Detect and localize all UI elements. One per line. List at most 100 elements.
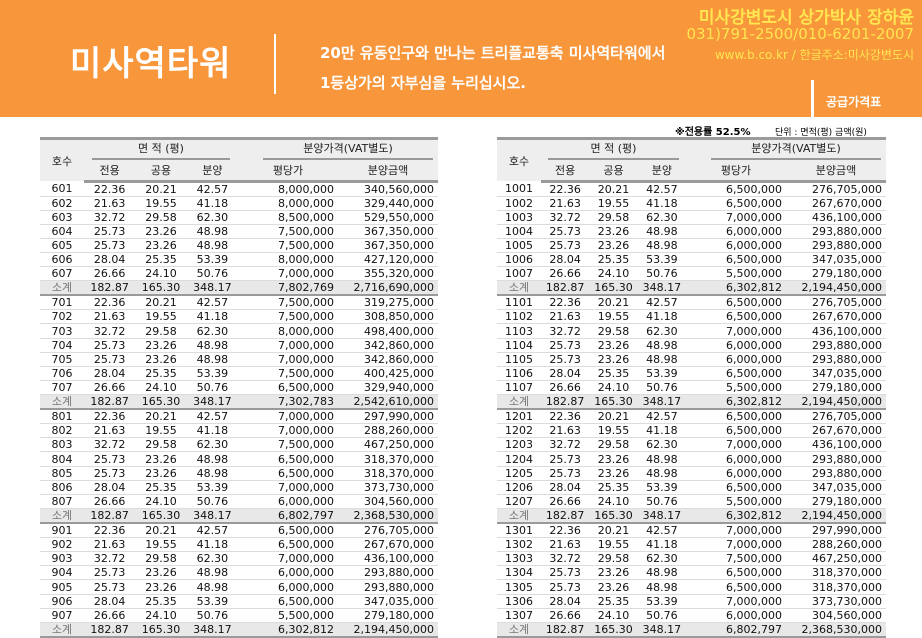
common-area: 29.58 xyxy=(135,437,187,453)
unit-number: 605 xyxy=(40,238,84,254)
common-area: 19.55 xyxy=(135,309,187,325)
slogan-line-1: 20만 유동인구와 만나는 트리플교통축 미사역타워에서 xyxy=(320,44,666,62)
unit-number: 1301 xyxy=(497,523,541,539)
unit-number: 905 xyxy=(40,579,84,595)
sale-area: 48.98 xyxy=(637,238,686,254)
sale-amount: 267,670,000 xyxy=(786,196,886,211)
subtotal-sale-area: 348.17 xyxy=(637,280,686,297)
sale-amount: 342,860,000 xyxy=(338,352,438,367)
price-per-pyeong: 6,500,000 xyxy=(238,594,338,609)
common-area: 23.26 xyxy=(135,451,187,467)
common-area: 19.55 xyxy=(589,537,638,553)
price-per-pyeong: 8,000,000 xyxy=(238,181,338,197)
common-area: 23.26 xyxy=(589,338,638,353)
unit-number: 803 xyxy=(40,437,84,453)
sale-amount: 436,100,000 xyxy=(338,551,438,567)
unit-number: 906 xyxy=(40,594,84,609)
table-row: 1101 22.36 20.21 42.57 6,500,000 276,705… xyxy=(497,295,886,311)
price-per-pyeong: 7,500,000 xyxy=(686,551,786,567)
price-per-pyeong: 6,000,000 xyxy=(238,494,338,510)
exclusive-area: 22.36 xyxy=(541,409,590,425)
unit-number: 1206 xyxy=(497,480,541,495)
common-area: 24.10 xyxy=(589,608,638,623)
sale-amount: 279,180,000 xyxy=(786,380,886,396)
common-area: 29.58 xyxy=(589,210,638,225)
common-area: 24.10 xyxy=(135,608,187,623)
exclusive-area: 28.04 xyxy=(84,594,136,609)
table-row: 1306 28.04 25.35 53.39 7,000,000 373,730… xyxy=(497,594,886,609)
common-area: 23.26 xyxy=(589,579,638,595)
common-area: 20.21 xyxy=(135,181,187,197)
price-per-pyeong: 6,500,000 xyxy=(238,523,338,539)
unit-note: 단위 : 면적(평) 금액(원) xyxy=(775,128,867,138)
price-per-pyeong: 7,000,000 xyxy=(238,352,338,367)
exclusive-area: 26.66 xyxy=(541,266,590,282)
exclusive-area: 25.73 xyxy=(541,579,590,595)
sale-amount: 297,990,000 xyxy=(338,409,438,425)
table-row: 907 26.66 24.10 50.76 5,500,000 279,180,… xyxy=(40,608,438,623)
common-area: 23.26 xyxy=(589,238,638,254)
sale-area: 42.57 xyxy=(637,181,686,197)
sale-amount: 297,990,000 xyxy=(786,523,886,539)
subtotal-sale-area: 348.17 xyxy=(186,508,238,524)
unit-number: 1304 xyxy=(497,565,541,581)
sale-amount: 367,350,000 xyxy=(338,224,438,239)
sale-area: 48.98 xyxy=(186,466,238,481)
table-row: 1307 26.66 24.10 50.76 6,000,000 304,560… xyxy=(497,608,886,623)
subtotal-row: 소계 182.87 165.30 348.17 6,302,812 2,194,… xyxy=(40,622,438,638)
common-area: 20.21 xyxy=(589,295,638,311)
price-per-pyeong: 6,000,000 xyxy=(686,338,786,353)
sale-area: 42.57 xyxy=(637,409,686,425)
common-area: 20.21 xyxy=(135,409,187,425)
table-row: 605 25.73 23.26 48.98 7,500,000 367,350,… xyxy=(40,238,438,254)
agent-url[interactable]: www.b.co.kr / 한글주소:미사강변도시 xyxy=(714,48,914,62)
common-area: 25.35 xyxy=(135,252,187,268)
table-row: 1204 25.73 23.26 48.98 6,000,000 293,880… xyxy=(497,451,886,467)
exclusive-area: 26.66 xyxy=(84,380,136,396)
sale-amount: 319,275,000 xyxy=(338,295,438,311)
sale-amount: 308,850,000 xyxy=(338,309,438,325)
exclusive-area: 25.73 xyxy=(84,224,136,239)
unit-number: 603 xyxy=(40,210,84,225)
exclusive-area: 32.72 xyxy=(84,210,136,225)
price-per-pyeong: 6,500,000 xyxy=(686,295,786,311)
table-row: 601 22.36 20.21 42.57 8,000,000 340,560,… xyxy=(40,181,438,197)
sale-amount: 340,560,000 xyxy=(338,181,438,197)
agent-name: 미사강변도시 상가박사 장하윤 xyxy=(698,8,914,28)
subtotal-exclusive: 182.87 xyxy=(541,280,590,297)
subtotal-label: 소계 xyxy=(40,508,84,524)
subtotal-exclusive: 182.87 xyxy=(541,508,590,524)
sale-area: 48.98 xyxy=(186,451,238,467)
unit-number: 1307 xyxy=(497,608,541,623)
sale-area: 62.30 xyxy=(637,210,686,225)
common-area: 23.26 xyxy=(135,579,187,595)
common-area: 23.26 xyxy=(589,565,638,581)
col-unit: 호수 xyxy=(40,137,84,181)
table-row: 703 32.72 29.58 62.30 8,000,000 498,400,… xyxy=(40,323,438,339)
unit-number: 1105 xyxy=(497,352,541,367)
sale-area: 48.98 xyxy=(186,352,238,367)
sale-amount: 347,035,000 xyxy=(338,594,438,609)
sale-amount: 293,880,000 xyxy=(786,224,886,239)
table-row: 1105 25.73 23.26 48.98 6,000,000 293,880… xyxy=(497,352,886,367)
unit-number: 1003 xyxy=(497,210,541,225)
unit-number: 1207 xyxy=(497,494,541,510)
sale-area: 48.98 xyxy=(186,238,238,254)
subtotal-label: 소계 xyxy=(497,508,541,524)
subtotal-common: 165.30 xyxy=(589,280,638,297)
exclusive-area: 21.63 xyxy=(84,309,136,325)
section-marker xyxy=(811,80,814,117)
common-area: 23.26 xyxy=(589,451,638,467)
exclusive-area: 25.73 xyxy=(541,451,590,467)
price-per-pyeong: 8,500,000 xyxy=(238,210,338,225)
table-row: 807 26.66 24.10 50.76 6,000,000 304,560,… xyxy=(40,494,438,510)
price-per-pyeong: 6,500,000 xyxy=(686,309,786,325)
exclusive-ratio: ※전용률 52.5% xyxy=(675,127,751,138)
sale-amount: 279,180,000 xyxy=(338,608,438,623)
agent-phone: 031)791-2500/010-6201-2007 xyxy=(686,25,914,43)
price-per-pyeong: 8,000,000 xyxy=(238,196,338,211)
common-area: 19.55 xyxy=(589,309,638,325)
sale-amount: 293,880,000 xyxy=(338,565,438,581)
sale-area: 53.39 xyxy=(186,252,238,268)
sale-area: 41.18 xyxy=(637,423,686,439)
